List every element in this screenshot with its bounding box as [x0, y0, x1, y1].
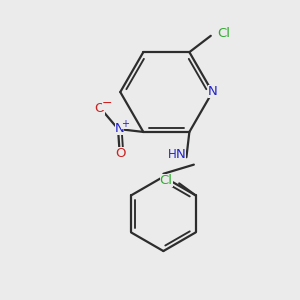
Text: N: N	[115, 122, 124, 135]
Text: −: −	[102, 97, 112, 110]
Text: H: H	[168, 148, 176, 161]
Text: N: N	[208, 85, 218, 98]
Text: O: O	[116, 147, 126, 160]
Text: N: N	[176, 148, 186, 161]
Text: Cl: Cl	[217, 27, 230, 40]
Text: O: O	[94, 102, 105, 115]
Text: +: +	[121, 118, 129, 129]
Text: Cl: Cl	[160, 174, 173, 187]
